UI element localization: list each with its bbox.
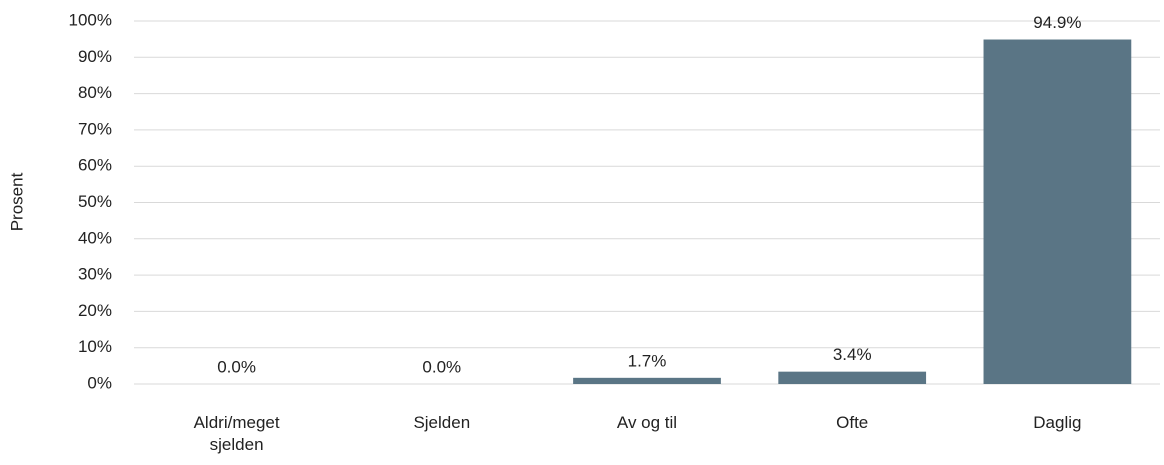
x-tick-label: Aldri/meget sjelden bbox=[193, 413, 280, 454]
y-axis-label: Prosent bbox=[7, 172, 26, 231]
y-tick-label: 70% bbox=[78, 119, 112, 138]
x-tick-label-box: Daglig bbox=[1033, 413, 1082, 432]
y-tick-label: 10% bbox=[78, 337, 112, 356]
y-tick-label: 90% bbox=[78, 47, 112, 66]
y-tick-label: 20% bbox=[78, 301, 112, 320]
x-tick-label-box: Aldri/meget sjelden bbox=[193, 413, 280, 454]
y-tick-label: 60% bbox=[78, 156, 112, 175]
y-tick-label: 80% bbox=[78, 83, 112, 102]
x-tick-label-box: Ofte bbox=[836, 413, 869, 432]
value-label: 0.0% bbox=[217, 357, 256, 376]
value-label: 3.4% bbox=[833, 345, 872, 364]
value-label: 0.0% bbox=[422, 357, 461, 376]
x-tick-label: Ofte bbox=[836, 413, 869, 432]
bar bbox=[778, 371, 927, 384]
y-tick-label: 30% bbox=[78, 265, 112, 284]
value-label: 94.9% bbox=[1033, 13, 1081, 32]
x-tick-label: Av og til bbox=[616, 413, 678, 432]
y-tick-label: 40% bbox=[78, 228, 112, 247]
x-tick-label-box: Av og til bbox=[616, 413, 678, 432]
x-tick-label: Daglig bbox=[1033, 413, 1082, 432]
bar bbox=[983, 39, 1132, 384]
y-tick-label: 100% bbox=[69, 10, 112, 29]
bar bbox=[573, 377, 721, 384]
y-tick-label: 0% bbox=[87, 373, 112, 392]
value-label: 1.7% bbox=[628, 351, 667, 370]
x-tick-label-box: Sjelden bbox=[413, 413, 471, 432]
x-tick-label: Sjelden bbox=[413, 413, 471, 432]
y-tick-label: 50% bbox=[78, 192, 112, 211]
